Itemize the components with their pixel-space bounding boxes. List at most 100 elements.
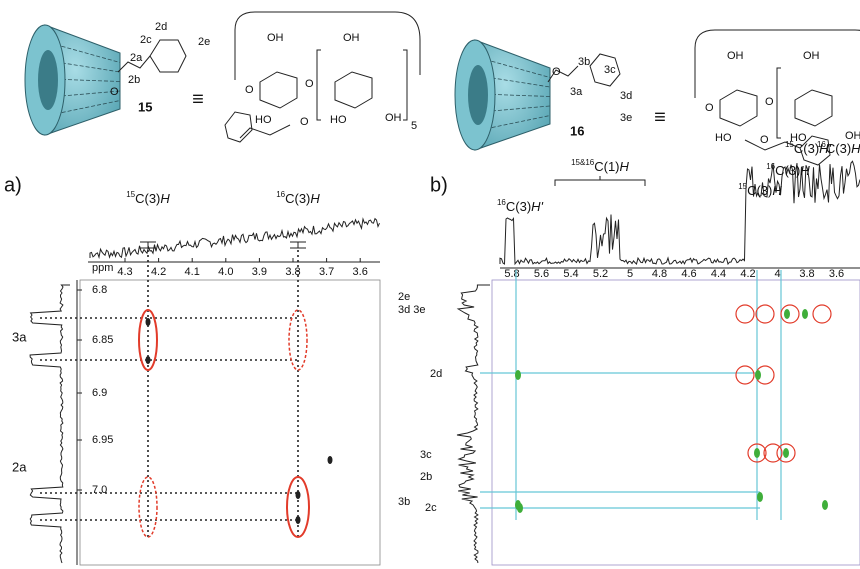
structure-label: 5 xyxy=(411,120,417,132)
cross-peak xyxy=(822,500,828,510)
x-tick-label: 5.2 xyxy=(593,268,608,280)
compound-number: 16 xyxy=(570,123,584,138)
atom: H xyxy=(620,159,630,174)
glucose-ring xyxy=(335,72,372,108)
bracket xyxy=(555,176,645,186)
x-tick-label: 3.6 xyxy=(829,268,844,280)
atom: H xyxy=(800,163,810,178)
peak-label: 15C(3)H xyxy=(126,190,170,206)
atom-label: 2e xyxy=(198,36,210,48)
frame xyxy=(492,280,860,565)
structure-label: O xyxy=(765,96,774,108)
panel-label: b) xyxy=(430,174,448,196)
peak-label: 15&16C(1)H xyxy=(571,158,629,174)
x-tick-label: 4.4 xyxy=(711,268,726,280)
x-tick-label: 3.9 xyxy=(252,266,267,278)
x-tick-label: 4.8 xyxy=(652,268,667,280)
atom-label: O xyxy=(110,86,119,98)
axis-title: ppm xyxy=(92,262,113,274)
atom-label: 3d xyxy=(620,90,632,102)
cross-peak xyxy=(783,448,789,458)
macrocycle-loop xyxy=(235,12,420,80)
x-tick-label: 3.6 xyxy=(353,266,368,278)
structure-label: OH xyxy=(803,50,820,62)
structure-label: O xyxy=(300,116,309,128)
structure-label: O xyxy=(760,134,769,146)
row-label: 2e xyxy=(398,291,410,303)
atom: H' xyxy=(531,199,543,214)
row-label: 3a xyxy=(12,329,27,344)
row-label: 2d xyxy=(430,368,442,380)
cyclodextrin-cavity xyxy=(468,65,488,125)
spectrum-1d xyxy=(457,285,490,563)
structure-label: HO xyxy=(330,114,347,126)
x-tick-label: 4.2 xyxy=(151,266,166,278)
cross-peak xyxy=(754,448,760,458)
row-label: 2a xyxy=(12,459,27,474)
bracket xyxy=(317,50,407,120)
cross-peak xyxy=(757,492,763,502)
spectrum-1d xyxy=(30,285,70,563)
structure-label: OH xyxy=(385,112,402,124)
x-tick-label: 4.6 xyxy=(681,268,696,280)
cyclodextrin-cavity xyxy=(38,50,58,110)
structure-label: OH xyxy=(845,130,860,142)
atom: H xyxy=(160,191,170,206)
cross-peak xyxy=(802,309,808,319)
equivalence: ≡ xyxy=(192,88,204,110)
cross-peak xyxy=(784,309,790,319)
isotope: 15&16 xyxy=(571,158,595,167)
cross-peak xyxy=(517,503,523,513)
group: C(3) xyxy=(135,191,160,206)
spectrum-1d xyxy=(90,219,380,258)
atom-label: 2d xyxy=(155,21,167,33)
x-tick-label: 5.6 xyxy=(534,268,549,280)
y-tick-label: 6.8 xyxy=(92,284,107,296)
highlight xyxy=(736,366,754,384)
row-label: 3c xyxy=(420,449,432,461)
y-tick-label: 7.0 xyxy=(92,484,107,496)
cross-peak xyxy=(328,456,333,464)
atom-label: 3c xyxy=(604,64,616,76)
glucose-ring xyxy=(795,90,832,126)
phenyl xyxy=(225,112,252,142)
group: C(3) xyxy=(285,191,310,206)
row-label: 2b xyxy=(420,471,432,483)
row-label: 2c xyxy=(425,502,437,514)
structure-label: OH xyxy=(267,32,284,44)
cinnamoyl xyxy=(240,125,290,138)
cross-peak xyxy=(515,370,521,380)
group: C(3) xyxy=(506,199,531,214)
structure-label: O xyxy=(705,102,714,114)
atom: H' xyxy=(851,141,860,156)
x-tick-label: 3.8 xyxy=(799,268,814,280)
highlight xyxy=(736,305,754,323)
x-tick-label: 5 xyxy=(627,268,633,280)
structure-label: OH xyxy=(727,50,744,62)
x-tick-label: 5.4 xyxy=(563,268,578,280)
atom: H xyxy=(310,191,320,206)
atom-label: O xyxy=(552,66,561,78)
glucose-ring xyxy=(260,72,297,108)
peak-label: 16C(3)H xyxy=(766,162,810,178)
structure-label: O xyxy=(305,78,314,90)
equivalence: ≡ xyxy=(654,106,666,128)
cross-peak xyxy=(146,318,151,326)
cross-peak xyxy=(296,516,301,524)
atom-label: 2b xyxy=(128,74,140,86)
compound-number: 15 xyxy=(138,99,152,114)
glucose-ring xyxy=(720,90,757,126)
group: C(3) xyxy=(747,183,772,198)
phenyl xyxy=(150,40,186,72)
peak-label: 15C(3)H xyxy=(738,182,782,198)
x-tick-label: 4 xyxy=(774,268,780,280)
frame xyxy=(80,280,380,565)
atom: H xyxy=(772,183,782,198)
x-tick-label: 4.1 xyxy=(185,266,200,278)
x-tick-label: 4.2 xyxy=(740,268,755,280)
x-tick-label: 4.3 xyxy=(117,266,132,278)
highlight xyxy=(756,305,774,323)
structure-label: OH xyxy=(343,32,360,44)
group: C(3) xyxy=(775,163,800,178)
panel-label: a) xyxy=(4,174,22,196)
